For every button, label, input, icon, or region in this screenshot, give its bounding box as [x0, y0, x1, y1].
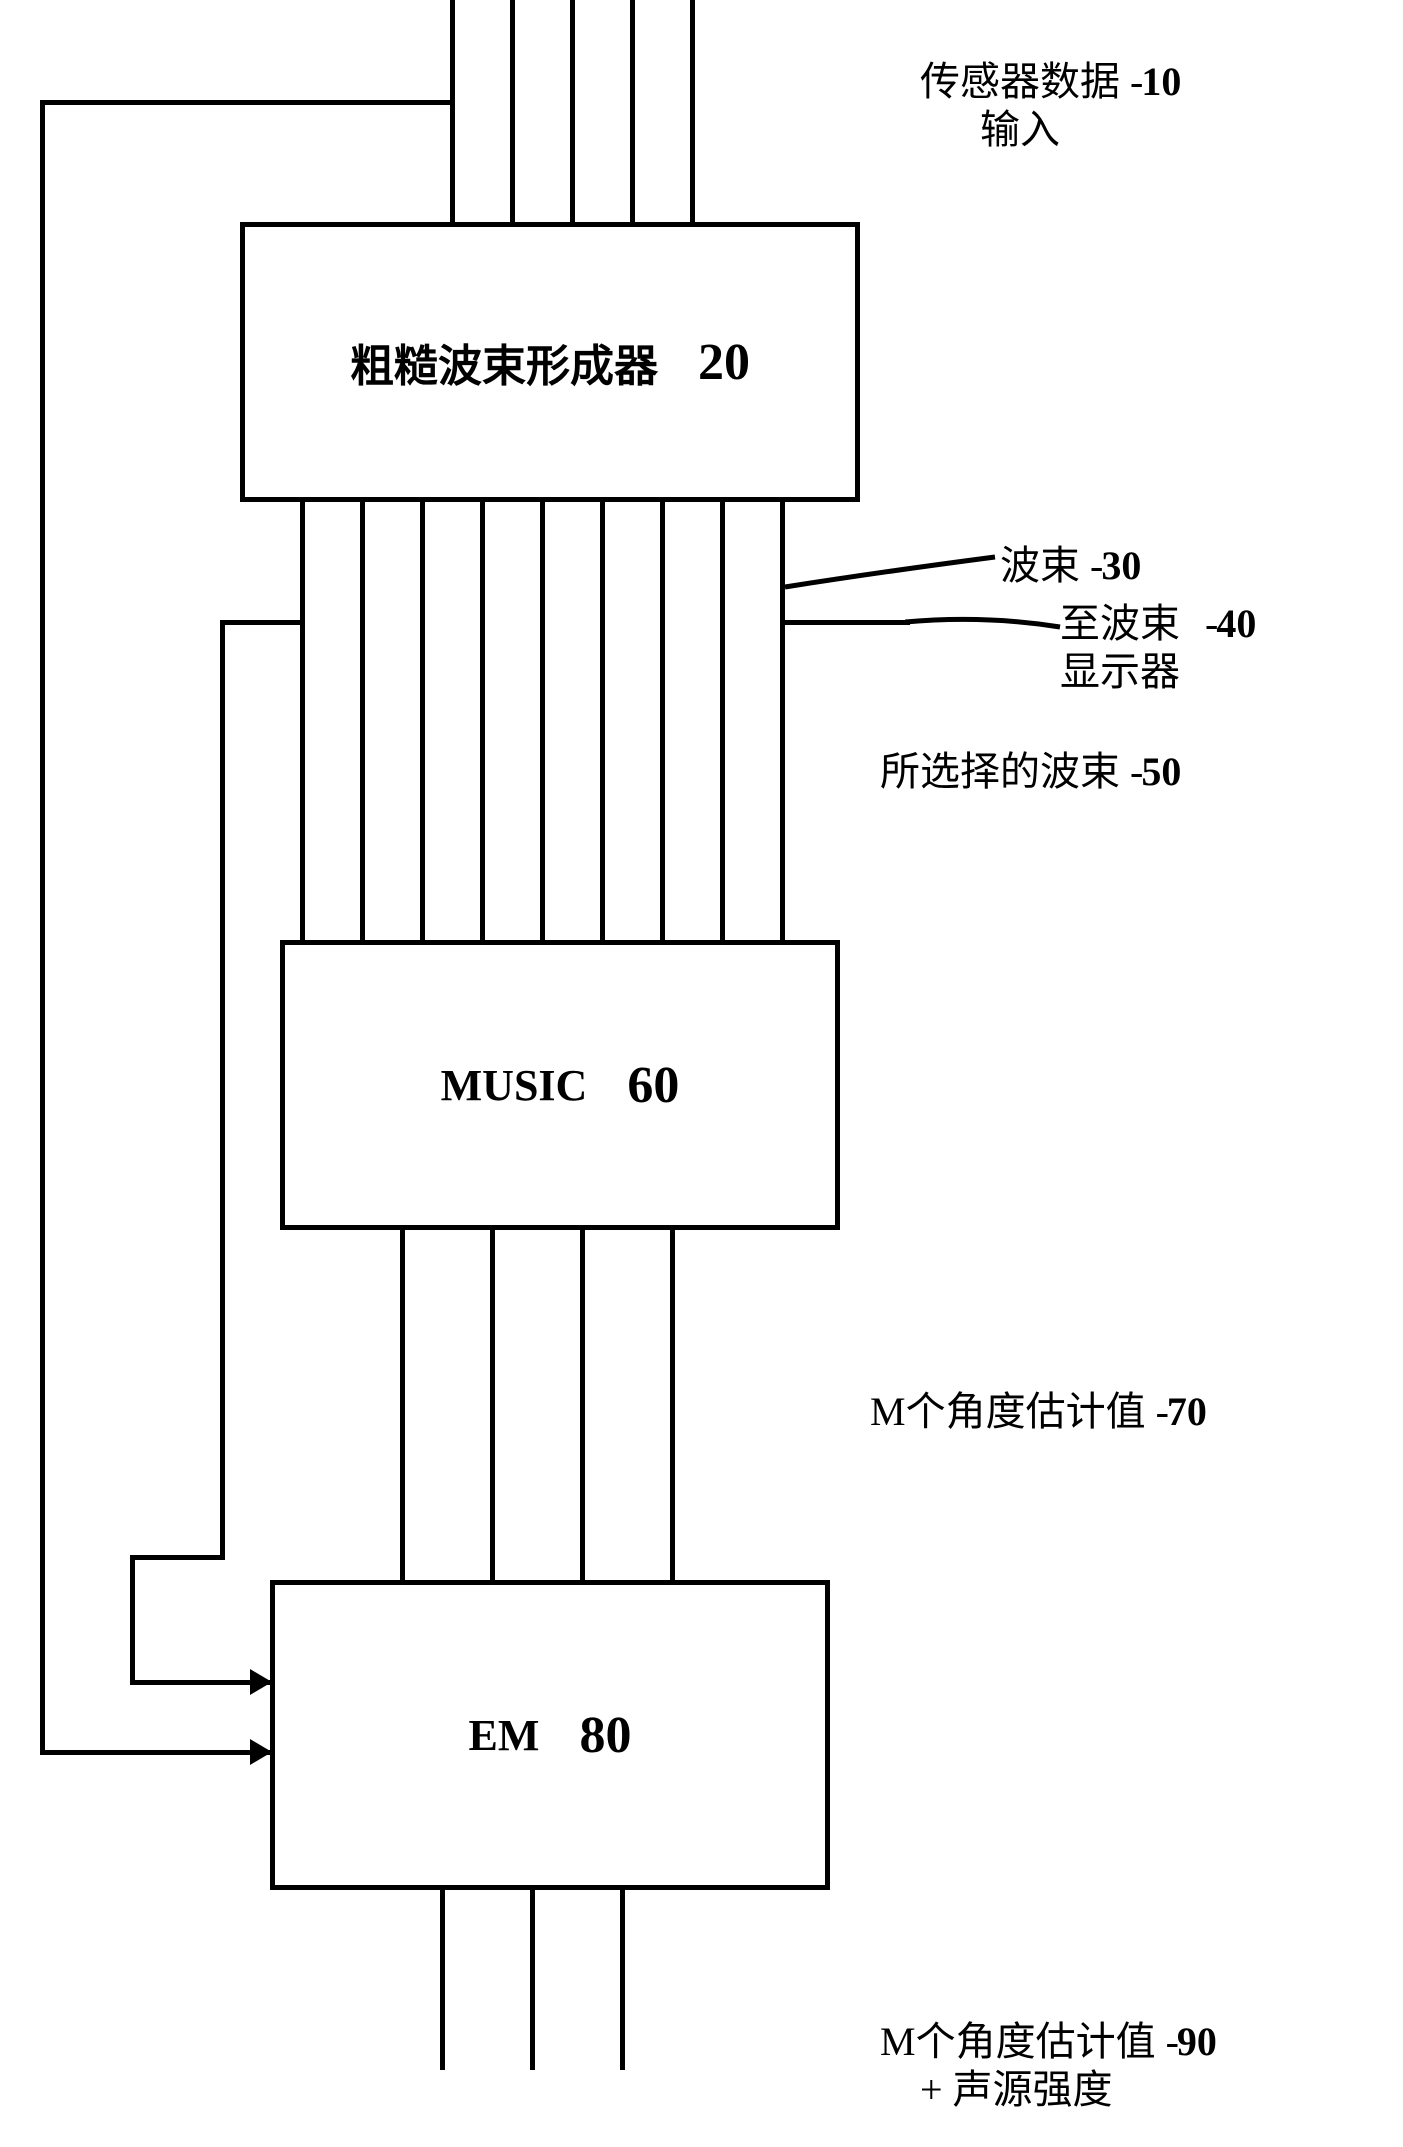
selected-beam-vert: [220, 620, 225, 1555]
beamformer-box: 粗糙波束形成器 20: [240, 222, 860, 502]
beam-line: [720, 502, 725, 940]
label-40-line2: 显示器: [1060, 649, 1180, 694]
angle-est-line: [490, 1230, 495, 1580]
label-30-num: 30: [1101, 543, 1141, 588]
angle-est-line: [580, 1230, 585, 1580]
sensor-input-line: [690, 0, 695, 222]
label-10: 传感器数据 -10 输入: [920, 58, 1181, 154]
selected-beam-tap-h-top: [220, 620, 305, 625]
label-40: 至波束 显示器: [1060, 600, 1180, 696]
label-50-num: 50: [1141, 749, 1181, 794]
label-90-num: 90: [1177, 2019, 1217, 2064]
label-90: M个角度估计值 -90 + 声源强度: [880, 2018, 1217, 2114]
beamformer-label: 粗糙波束形成器: [350, 330, 658, 394]
label-50-text: 所选择的波束: [880, 749, 1120, 794]
arrow-into-em-lower: [250, 1739, 272, 1765]
beam-line: [420, 502, 425, 940]
label-10-line2: 输入: [980, 107, 1060, 152]
label-10-num: 10: [1141, 59, 1181, 104]
em-label: EM: [469, 1710, 540, 1761]
feedback-inner-h-into-em: [130, 1680, 270, 1685]
beam-line: [360, 502, 365, 940]
feedback-outer-h-top: [40, 100, 455, 105]
label-70-text: M个角度估计值: [870, 1389, 1146, 1434]
label-30-text: 波束: [1000, 543, 1080, 588]
beam-line: [660, 502, 665, 940]
lead-30: [780, 502, 1010, 592]
sensor-input-line: [570, 0, 575, 222]
em-out-line: [440, 1890, 445, 2070]
display-tap-h: [780, 620, 910, 625]
music-num: 60: [627, 1056, 679, 1115]
signal-flow-diagram: 粗糙波束形成器 20 MUSIC 60 EM 80 传感器数据 -10 输入: [0, 0, 1403, 2147]
beam-line: [300, 502, 305, 940]
angle-est-line: [400, 1230, 405, 1580]
em-out-line: [620, 1890, 625, 2070]
label-70: M个角度估计值 -70: [870, 1388, 1207, 1436]
feedback-inner-v: [130, 1555, 135, 1680]
em-box: EM 80: [270, 1580, 830, 1890]
label-30: 波束 -30: [1000, 542, 1141, 590]
sensor-input-line: [630, 0, 635, 222]
angle-est-line: [670, 1230, 675, 1580]
label-70-num: 70: [1167, 1389, 1207, 1434]
sensor-input-line: [510, 0, 515, 222]
sensor-input-line: [450, 0, 455, 222]
beamformer-num: 20: [698, 333, 750, 392]
em-out-line: [530, 1890, 535, 2070]
label-10-line1: 传感器数据: [920, 59, 1120, 104]
arrow-into-em-upper: [250, 1669, 272, 1695]
label-40-line1: 至波束: [1060, 601, 1180, 646]
label-90-line1: M个角度估计值: [880, 2019, 1156, 2064]
beam-line: [540, 502, 545, 940]
beam-line: [600, 502, 605, 940]
label-90-line2: + 声源强度: [920, 2067, 1113, 2112]
feedback-outer-v: [40, 100, 45, 1750]
beam-line: [480, 502, 485, 940]
music-box: MUSIC 60: [280, 940, 840, 1230]
selected-beam-tap-h-bottom: [130, 1555, 225, 1560]
lead-40: [905, 605, 1065, 655]
em-num: 80: [579, 1706, 631, 1765]
label-50: 所选择的波束 -50: [880, 748, 1181, 796]
music-label: MUSIC: [441, 1060, 588, 1111]
label-40-num: -40: [1205, 600, 1256, 648]
feedback-outer-h-into-em: [40, 1750, 270, 1755]
